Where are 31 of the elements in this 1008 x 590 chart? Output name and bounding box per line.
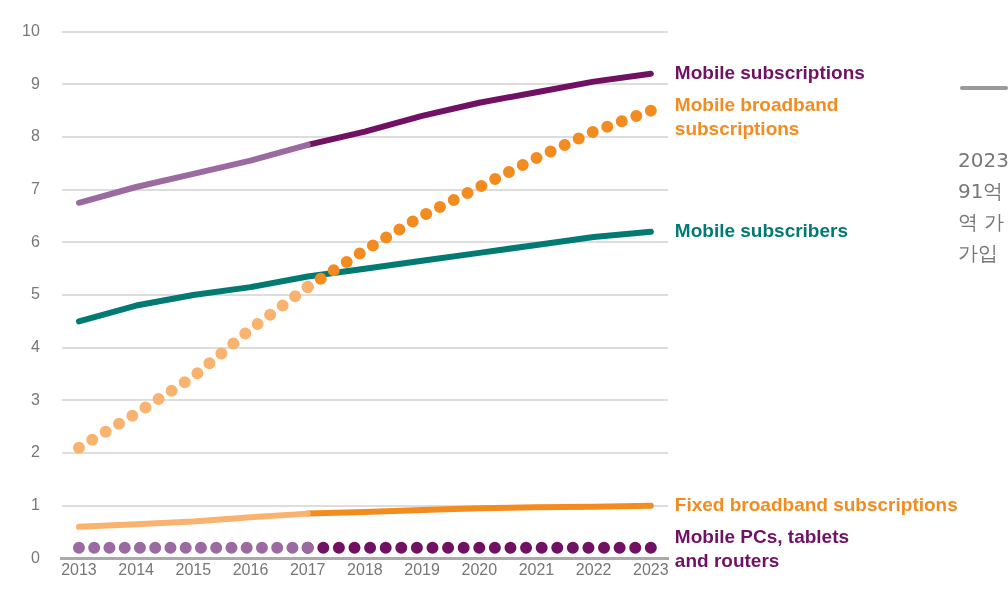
series-label: Mobile subscriptions — [674, 61, 865, 83]
x-tick-label: 2022 — [575, 561, 612, 579]
y-tick-label: 6 — [30, 232, 40, 250]
y-tick-label: 8 — [30, 127, 40, 145]
series-label: Mobile broadband subscriptions — [674, 93, 839, 139]
text: 가입 — [958, 240, 999, 267]
series-label: Mobile subscribers — [674, 220, 849, 242]
text: 역 가 — [958, 209, 1006, 236]
y-tick-label: 7 — [30, 180, 40, 198]
y-tick-label: 4 — [30, 338, 40, 356]
x-tick-label: 2017 — [289, 561, 326, 579]
y-tick-label: 10 — [22, 22, 40, 40]
x-tick-label: 2018 — [347, 561, 383, 579]
y-tick-label: 2 — [30, 443, 40, 461]
x-tick-label: 2015 — [175, 561, 212, 579]
series-label: Mobile PCs, tablets and routers — [674, 525, 850, 571]
y-tick-label: 0 — [30, 548, 40, 566]
x-tick-label: 2013 — [61, 561, 97, 579]
text: 91억 — [958, 178, 1005, 205]
x-tick-label: 2023 — [633, 561, 669, 579]
y-tick-label: 5 — [30, 285, 40, 303]
y-tick-label: 9 — [30, 74, 40, 92]
series-label: Fixed broadband subscriptions — [674, 493, 958, 515]
y-tick-label: 3 — [30, 390, 40, 408]
x-tick-label: 2020 — [461, 561, 498, 579]
x-tick-label: 2021 — [518, 561, 555, 579]
y-tick-label: 1 — [30, 496, 40, 514]
text: 2023 — [958, 147, 1008, 174]
x-tick-label: 2014 — [118, 561, 155, 579]
x-tick-label: 2016 — [232, 561, 269, 579]
x-tick-label: 2019 — [404, 561, 440, 579]
